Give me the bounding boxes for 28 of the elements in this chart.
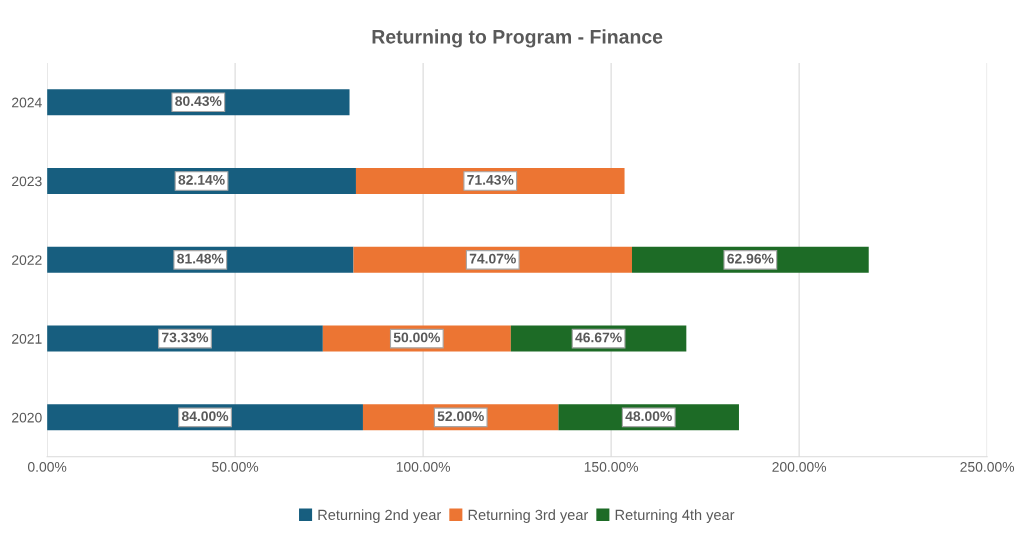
data-label: 50.00% xyxy=(393,332,441,343)
data-label: 81.48% xyxy=(177,253,224,264)
x-tick-label: 0.00% xyxy=(27,461,67,472)
y-tick-label: 2024 xyxy=(12,97,42,108)
x-tick-label: 250.00% xyxy=(960,461,1015,472)
data-label: 52.00% xyxy=(437,411,484,422)
y-tick-label: 2021 xyxy=(12,333,42,344)
legend-label: Returning 3rd year xyxy=(468,509,589,523)
bar xyxy=(47,404,363,431)
y-tick-label: 2020 xyxy=(12,412,42,423)
data-label: 74.07% xyxy=(469,253,516,264)
data-label: 48.00% xyxy=(625,411,672,422)
data-label: 84.00% xyxy=(181,411,229,422)
x-tick-label: 100.00% xyxy=(396,461,451,472)
chart-title: Returning to Program - Finance xyxy=(372,29,663,48)
x-tick-label: 150.00% xyxy=(584,461,639,472)
y-tick-label: 2022 xyxy=(12,255,42,265)
data-label: 80.43% xyxy=(175,96,222,107)
legend-label: Returning 4th year xyxy=(615,509,735,523)
data-label: 46.67% xyxy=(575,332,622,343)
y-tick-label: 2023 xyxy=(12,176,42,187)
data-label: 73.33% xyxy=(162,332,209,343)
data-label: 71.43% xyxy=(467,174,514,185)
data-label: 62.96% xyxy=(727,253,774,264)
x-tick-label: 200.00% xyxy=(772,461,827,472)
legend-label: Returning 2nd year xyxy=(318,509,442,523)
data-label: 82.14% xyxy=(178,174,225,185)
x-tick-label: 50.00% xyxy=(212,461,259,472)
